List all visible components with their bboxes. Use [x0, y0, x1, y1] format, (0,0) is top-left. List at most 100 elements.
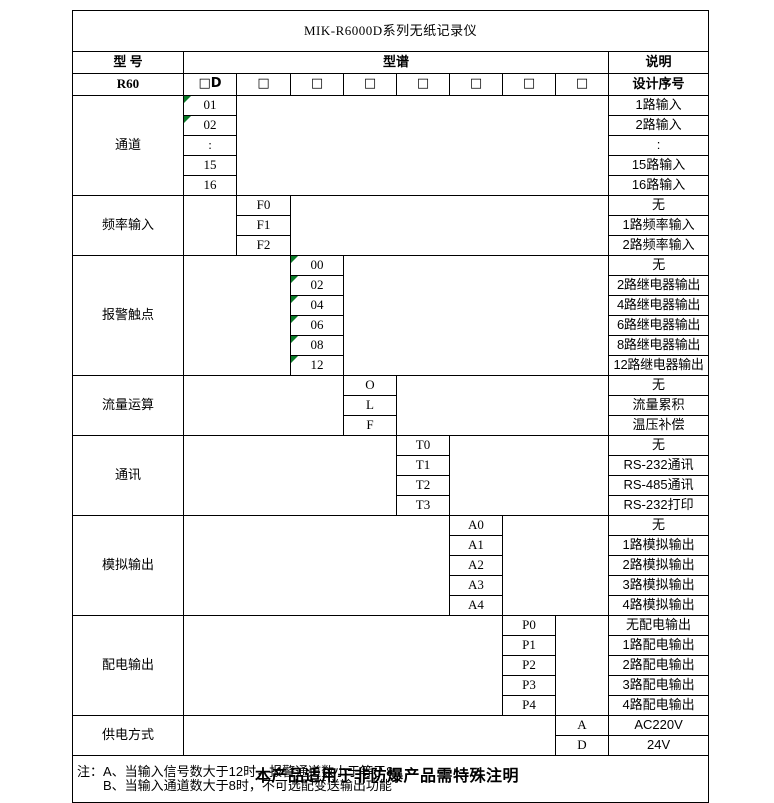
- page-title: MIK-R6000D系列无纸记录仪: [71, 10, 710, 52]
- option-description-模拟输出-A4: 4路模拟输出: [607, 595, 710, 616]
- blank-cell: [236, 95, 609, 196]
- option-code-报警触点-02[interactable]: 02: [290, 275, 344, 296]
- section-label-供电方式: 供电方式: [72, 715, 184, 756]
- option-code-报警触点-08[interactable]: 08: [290, 335, 344, 356]
- option-code-流量运算-L[interactable]: L: [343, 395, 397, 416]
- spec-placeholder-3[interactable]: □: [290, 73, 344, 96]
- option-description-模拟输出-A2: 2路模拟输出: [607, 555, 710, 576]
- option-description-配电输出-P2: 2路配电输出: [607, 655, 710, 676]
- option-description-配电输出-P1: 1路配电输出: [607, 635, 710, 656]
- option-code-模拟输出-A0[interactable]: A0: [449, 515, 503, 536]
- option-description-通道-:: :: [607, 135, 710, 156]
- option-code-频率输入-F2[interactable]: F2: [236, 235, 291, 256]
- option-code-模拟输出-A4[interactable]: A4: [449, 595, 503, 616]
- section-label-配电输出: 配电输出: [72, 615, 184, 716]
- option-description-频率输入-F2: 2路频率输入: [607, 235, 710, 256]
- option-description-报警触点-04: 4路继电器输出: [607, 295, 710, 316]
- spec-placeholder-5[interactable]: □: [396, 73, 450, 96]
- blank-cell: [449, 435, 609, 516]
- spec-row: A1 1路模拟输出: [73, 535, 710, 556]
- option-code-通讯-T1[interactable]: T1: [396, 455, 450, 476]
- option-code-配电输出-P2[interactable]: P2: [502, 655, 556, 676]
- spec-row: A2 2路模拟输出: [73, 555, 710, 576]
- spec-row: 通道 01 1路输入: [72, 95, 710, 196]
- option-code-通道-15[interactable]: 15: [183, 155, 237, 176]
- option-code-供电方式-D[interactable]: D: [555, 735, 609, 756]
- header-description-label: 说明: [607, 51, 710, 74]
- option-code-通道-02[interactable]: 02: [183, 115, 237, 136]
- blank-cell: [183, 515, 450, 616]
- option-code-模拟输出-A3[interactable]: A3: [449, 575, 503, 596]
- option-code-报警触点-00[interactable]: 00: [290, 255, 344, 276]
- spec-row: 流量运算 O 无: [72, 375, 710, 436]
- spec-placeholder-4[interactable]: □: [343, 73, 397, 96]
- option-code-报警触点-06[interactable]: 06: [290, 315, 344, 336]
- note-line-b: B、当输入通道数大于8时，不可选配变送输出功能: [103, 778, 392, 793]
- option-code-供电方式-A[interactable]: A: [555, 715, 609, 736]
- option-description-报警触点-08: 8路继电器输出: [607, 335, 710, 356]
- option-code-通讯-T2[interactable]: T2: [396, 475, 450, 496]
- option-description-报警触点-00: 无: [607, 255, 710, 276]
- spec-row: 配电输出 P0 无配电输出: [72, 615, 710, 716]
- blank-cell: [343, 255, 609, 376]
- option-code-报警触点-12[interactable]: 12: [290, 355, 344, 376]
- spec-placeholder-1[interactable]: □D: [183, 73, 237, 96]
- option-code-报警触点-04[interactable]: 04: [290, 295, 344, 316]
- spec-row: F 温压补偿: [73, 415, 710, 436]
- spec-sheet: MIK-R6000D系列无纸记录仪型 号型谱 说明 R60 □D □ □ □ □ □ □ □ 设计序号…: [71, 10, 710, 803]
- spec-placeholder-2[interactable]: □: [236, 73, 291, 96]
- spec-row: D 24V: [73, 735, 710, 756]
- option-code-通讯-T0[interactable]: T0: [396, 435, 450, 456]
- blank-cell: [396, 375, 609, 436]
- option-code-配电输出-P4[interactable]: P4: [502, 695, 556, 716]
- spec-table: MIK-R6000D系列无纸记录仪型 号型谱 说明 R60 □D □ □ □ □ □ □ □ 设计序号…: [71, 10, 710, 803]
- section-label-通讯: 通讯: [72, 435, 184, 516]
- option-code-流量运算-O[interactable]: O: [343, 375, 397, 396]
- spec-row: 04 4路继电器输出: [73, 295, 710, 316]
- section-label-模拟输出: 模拟输出: [72, 515, 184, 616]
- section-label-频率输入: 频率输入: [72, 195, 184, 256]
- spec-row: P1 1路配电输出: [73, 635, 710, 656]
- option-description-供电方式-A: AC220V: [607, 715, 710, 736]
- option-code-配电输出-P3[interactable]: P3: [502, 675, 556, 696]
- option-code-通道-:[interactable]: :: [183, 135, 237, 156]
- option-code-通道-16[interactable]: 16: [183, 175, 237, 196]
- option-description-模拟输出-A3: 3路模拟输出: [607, 575, 710, 596]
- blank-cell: [183, 195, 237, 256]
- option-code-频率输入-F1[interactable]: F1: [236, 215, 291, 236]
- spec-row: 02 2路输入: [73, 115, 710, 136]
- option-description-配电输出-P3: 3路配电输出: [607, 675, 710, 696]
- option-description-报警触点-06: 6路继电器输出: [607, 315, 710, 336]
- header-sub-row: R60 □D □ □ □ □ □ □ □ 设计序号: [72, 73, 710, 96]
- spec-placeholder-7[interactable]: □: [502, 73, 556, 96]
- option-code-模拟输出-A1[interactable]: A1: [449, 535, 503, 556]
- option-code-频率输入-F0[interactable]: F0: [236, 195, 291, 216]
- spec-row: P2 2路配电输出: [73, 655, 710, 676]
- spec-row: L 流量累积: [73, 395, 710, 416]
- spec-placeholder-8[interactable]: □: [555, 73, 609, 96]
- option-code-模拟输出-A2[interactable]: A2: [449, 555, 503, 576]
- option-code-配电输出-P1[interactable]: P1: [502, 635, 556, 656]
- blank-cell: [183, 375, 344, 436]
- header-spectrum-label: 型谱: [183, 51, 609, 74]
- header-model-label: 型 号: [72, 51, 184, 74]
- blank-cell: [183, 615, 503, 716]
- option-description-通讯-T2: RS-485通讯: [607, 475, 710, 496]
- option-code-流量运算-F[interactable]: F: [343, 415, 397, 436]
- option-description-流量运算-F: 温压补偿: [607, 415, 710, 436]
- blank-cell: [290, 195, 609, 256]
- option-description-报警触点-12: 12路继电器输出: [607, 355, 710, 376]
- section-label-通道: 通道: [72, 95, 184, 196]
- design-order-label: 设计序号: [607, 73, 710, 96]
- blank-cell: [183, 435, 397, 516]
- blank-cell: [555, 615, 609, 716]
- footer-note: 本产品适用于非防爆产品需特殊注明: [254, 768, 519, 785]
- spec-table-body: MIK-R6000D系列无纸记录仪型 号型谱 说明 R60 □D □ □ □ □ □ □ □ 设计序号…: [71, 10, 710, 803]
- option-code-通讯-T3[interactable]: T3: [396, 495, 450, 516]
- option-code-配电输出-P0[interactable]: P0: [502, 615, 556, 636]
- option-code-通道-01[interactable]: 01: [183, 95, 237, 116]
- spec-row: 频率输入 F0 无: [72, 195, 710, 256]
- option-description-配电输出-P4: 4路配电输出: [607, 695, 710, 716]
- option-description-通讯-T1: RS-232通讯: [607, 455, 710, 476]
- spec-placeholder-6[interactable]: □: [449, 73, 503, 96]
